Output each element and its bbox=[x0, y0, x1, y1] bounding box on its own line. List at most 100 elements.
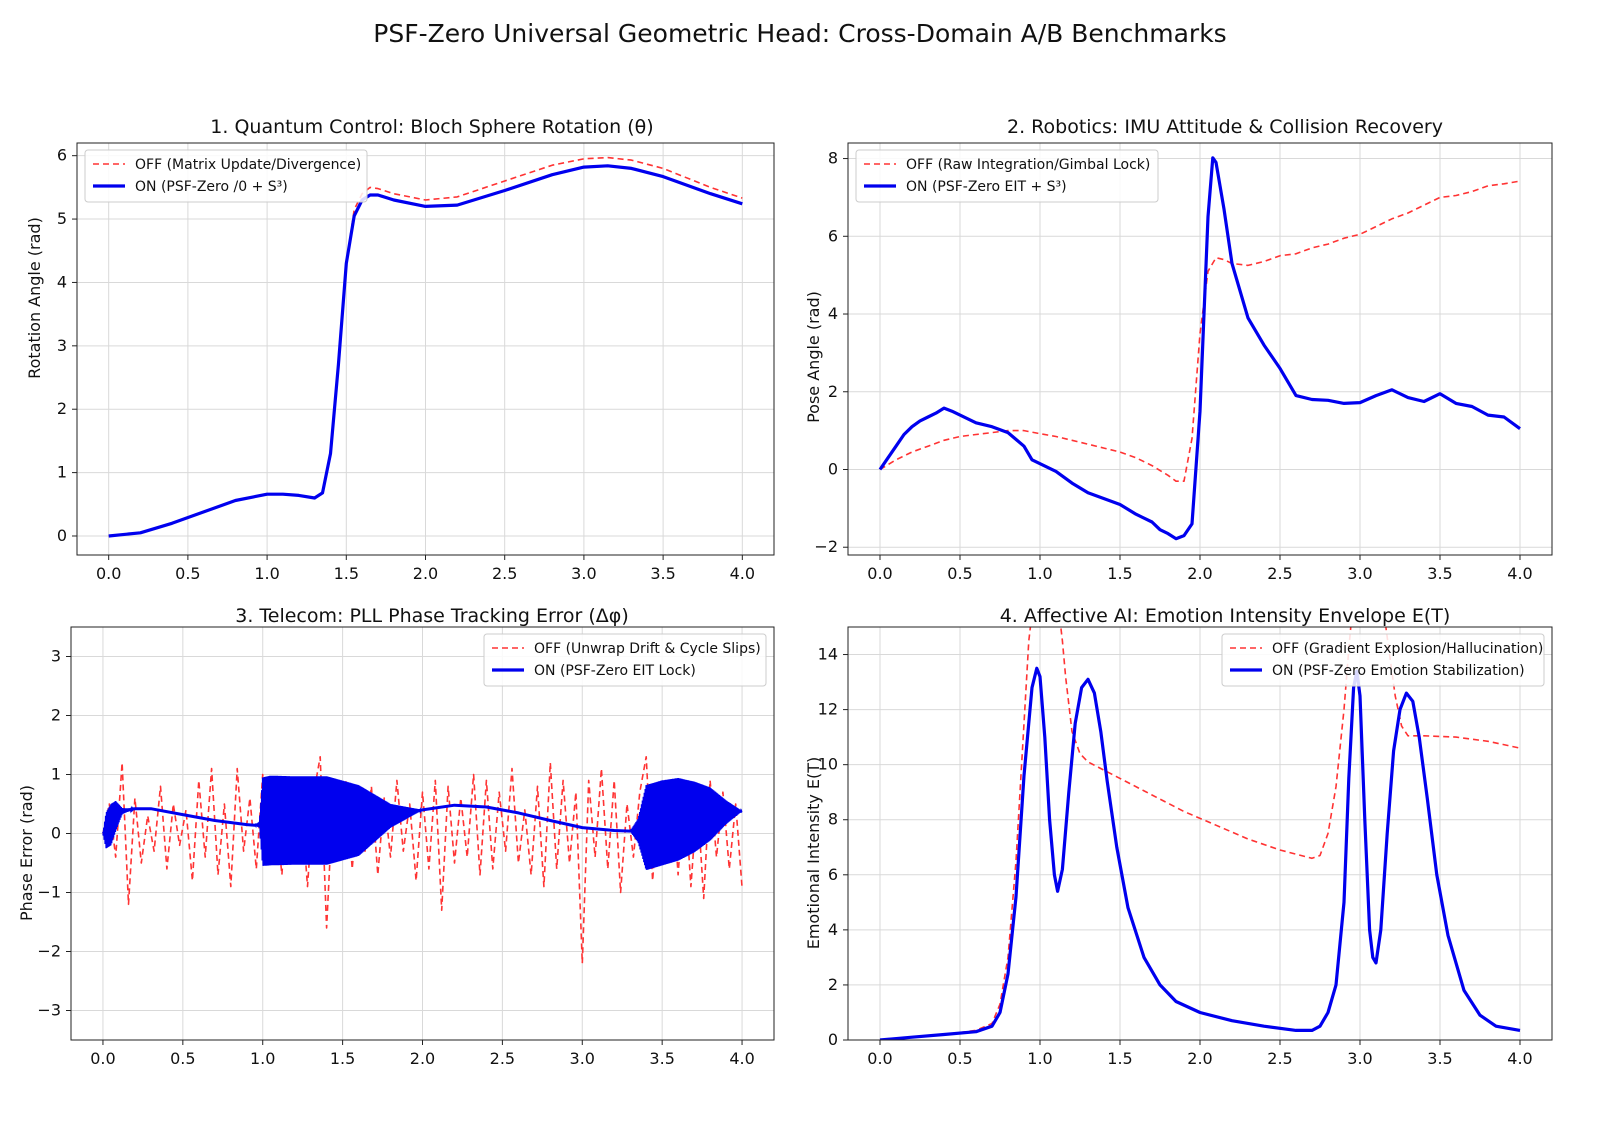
panel-3-ylabel: Phase Error (rad) bbox=[17, 785, 36, 921]
x-tick-label: 2.5 bbox=[490, 1049, 515, 1068]
legend: OFF (Raw Integration/Gimbal Lock) ON (PSF… bbox=[855, 149, 1159, 203]
panel-3-plot-area: 0.0 0.5 1.0 1.5 2.0 2.5 3.0 3.5 4.0 −3 −2 −1 0 1 2 3 OFF… bbox=[37, 626, 775, 1068]
y-tick-label: 0 bbox=[51, 824, 61, 843]
panel-3-title: 3. Telecom: PLL Phase Tracking Error (Δφ… bbox=[235, 605, 629, 627]
panel-1-plot-area: 0.0 0.5 1.0 1.5 2.0 2.5 3.0 3.5 4.0 0 1 2 3 4 5 6 OFF (M… bbox=[57, 142, 775, 583]
y-tick-label: 2 bbox=[51, 706, 61, 725]
y-tick-label: 2 bbox=[57, 399, 67, 418]
x-tick-label: 0.0 bbox=[96, 564, 121, 583]
panel-4-affective-ai: 4. Affective AI: Emotion Intensity Envel… bbox=[804, 605, 1553, 1068]
y-tick-label: 2 bbox=[828, 975, 838, 994]
y-tick-label: 1 bbox=[51, 765, 61, 784]
x-tick-label: 2.5 bbox=[1267, 564, 1292, 583]
grid bbox=[77, 143, 774, 555]
x-tick-label: 2.0 bbox=[1187, 564, 1212, 583]
panel-2-plot-area: 0.0 0.5 1.0 1.5 2.0 2.5 3.0 3.5 4.0 −2 0 2 4 6 8 OFF (R… bbox=[814, 142, 1553, 583]
grid bbox=[848, 627, 1552, 1041]
series-on-line bbox=[879, 666, 1521, 1040]
x-tick-label: 3.0 bbox=[1347, 1049, 1372, 1068]
x-tick-label: 3.0 bbox=[570, 1049, 595, 1068]
y-tick-label: 4 bbox=[828, 920, 838, 939]
y-tick-label: 2 bbox=[828, 382, 838, 401]
panel-1-ylabel: Rotation Angle (rad) bbox=[25, 217, 44, 379]
y-tick-label: 3 bbox=[57, 336, 67, 355]
x-tick-label: 4.0 bbox=[1507, 564, 1532, 583]
x-tick-label: 2.0 bbox=[1187, 1049, 1212, 1068]
legend-label-off: OFF (Matrix Update/Divergence) bbox=[135, 157, 361, 173]
x-tick-label: 0.5 bbox=[947, 1049, 972, 1068]
x-tick-label: 3.5 bbox=[1427, 1049, 1452, 1068]
y-tick-label: 4 bbox=[57, 272, 67, 291]
legend-label-off: OFF (Gradient Explosion/Hallucination) bbox=[1272, 641, 1543, 657]
legend: OFF (Matrix Update/Divergence) ON (PSF-Ze… bbox=[84, 149, 368, 203]
panel-1-quantum-control: 1. Quantum Control: Bloch Sphere Rotatio… bbox=[25, 116, 775, 583]
x-tick-label: 2.5 bbox=[492, 564, 517, 583]
y-tick-label: 0 bbox=[828, 1030, 838, 1049]
x-tick-label: 1.5 bbox=[334, 564, 359, 583]
legend-label-off: OFF (Raw Integration/Gimbal Lock) bbox=[906, 157, 1150, 173]
legend-box bbox=[1221, 633, 1545, 687]
series-layer bbox=[878, 156, 1521, 541]
y-tick-label: −3 bbox=[37, 1001, 61, 1020]
x-tick-label: 4.0 bbox=[1507, 1049, 1532, 1068]
x-tick-label: 3.0 bbox=[571, 564, 596, 583]
x-tick-label: 1.5 bbox=[330, 1049, 355, 1068]
x-tick-label: 3.5 bbox=[649, 1049, 674, 1068]
axes-frame bbox=[847, 626, 1553, 1041]
x-tick-label: 2.0 bbox=[413, 564, 438, 583]
x-tick-label: 4.0 bbox=[729, 1049, 754, 1068]
y-tick-label: 1 bbox=[57, 463, 67, 482]
x-tick-label: 3.5 bbox=[1427, 564, 1452, 583]
series-off-line bbox=[879, 180, 1521, 482]
x-tick-label: 0.5 bbox=[175, 564, 200, 583]
x-tick-label: 1.0 bbox=[254, 564, 279, 583]
panel-4-title: 4. Affective AI: Emotion Intensity Envel… bbox=[1000, 605, 1451, 627]
x-tick-label: 0.0 bbox=[867, 564, 892, 583]
y-tick-label: 6 bbox=[828, 226, 838, 245]
y-tick-label: 10 bbox=[818, 755, 838, 774]
legend-label-on: ON (PSF-Zero /0 + S³) bbox=[135, 179, 288, 195]
grid bbox=[848, 143, 1552, 555]
panel-2-ylabel: Pose Angle (rad) bbox=[804, 291, 823, 423]
panel-3-telecom: 3. Telecom: PLL Phase Tracking Error (Δφ… bbox=[17, 605, 775, 1068]
legend-label-on: ON (PSF-Zero EIT Lock) bbox=[534, 663, 696, 679]
x-tick-label: 1.5 bbox=[1107, 564, 1132, 583]
x-tick-label: 0.0 bbox=[90, 1049, 115, 1068]
x-tick-label: 1.0 bbox=[250, 1049, 275, 1068]
panel-4-ylabel: Emotional Intensity E(T) bbox=[804, 757, 823, 950]
x-tick-label: 1.5 bbox=[1107, 1049, 1132, 1068]
axes-frame bbox=[847, 142, 1553, 556]
y-tick-label: 8 bbox=[828, 149, 838, 168]
y-tick-label: 14 bbox=[818, 645, 838, 664]
legend: OFF (Gradient Explosion/Hallucination) ON… bbox=[1221, 633, 1545, 687]
series-off-line bbox=[879, 627, 1521, 1040]
x-tick-label: 4.0 bbox=[730, 564, 755, 583]
y-tick-label: 3 bbox=[51, 647, 61, 666]
x-tick-label: 0.5 bbox=[947, 564, 972, 583]
y-tick-label: 8 bbox=[828, 810, 838, 829]
series-layer bbox=[879, 627, 1521, 1040]
legend-box bbox=[855, 149, 1159, 203]
y-tick-label: −1 bbox=[37, 883, 61, 902]
legend-label-on: ON (PSF-Zero EIT + S³) bbox=[906, 179, 1067, 195]
axes-frame bbox=[70, 626, 775, 1041]
y-tick-label: 0 bbox=[828, 459, 838, 478]
x-tick-label: 0.5 bbox=[170, 1049, 195, 1068]
x-tick-label: 1.0 bbox=[1027, 1049, 1052, 1068]
x-tick-label: 0.0 bbox=[867, 1049, 892, 1068]
legend-box bbox=[483, 633, 767, 687]
y-tick-label: −2 bbox=[37, 942, 61, 961]
x-tick-label: 3.0 bbox=[1347, 564, 1372, 583]
series-layer bbox=[101, 756, 743, 965]
x-tick-label: 2.5 bbox=[1267, 1049, 1292, 1068]
panel-2-title: 2. Robotics: IMU Attitude & Collision Re… bbox=[1007, 116, 1443, 138]
x-tick-label: 2.0 bbox=[410, 1049, 435, 1068]
panel-2-robotics: 2. Robotics: IMU Attitude & Collision Re… bbox=[804, 116, 1553, 583]
y-tick-label: 5 bbox=[57, 209, 67, 228]
legend-label-off: OFF (Unwrap Drift & Cycle Slips) bbox=[534, 641, 761, 657]
panel-1-title: 1. Quantum Control: Bloch Sphere Rotatio… bbox=[210, 116, 653, 138]
panel-4-plot-area: 0.0 0.5 1.0 1.5 2.0 2.5 3.0 3.5 4.0 0 2 4 6 8 10 12 14 OF… bbox=[818, 626, 1553, 1068]
series-on-line bbox=[108, 164, 743, 538]
axes-frame bbox=[76, 142, 775, 556]
